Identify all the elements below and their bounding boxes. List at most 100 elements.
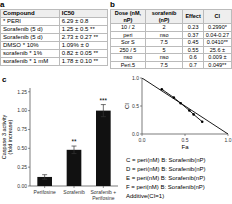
table-cell: 0.37	[183, 31, 203, 39]
table-cell: 2	[145, 24, 183, 32]
table-body: * PERI6.29 ± 0.8Sorafenib (5 d)1.25 ± 0.…	[1, 18, 108, 66]
table-row: 250 / 550.5525.6 ±	[111, 46, 232, 54]
table-cell: 0.7	[183, 61, 203, 69]
x-axis-label: Fa	[181, 144, 189, 150]
table-cell: 7.5	[145, 39, 183, 47]
table-cell: nso	[111, 54, 146, 62]
error-cap	[72, 146, 77, 147]
table-cell: Peri.5	[111, 61, 146, 69]
table-cell: 0.45	[183, 39, 203, 47]
header-row: CompoundIC50	[1, 10, 108, 18]
annotation: F = peri(nM) B: Sorafenib(nP)	[126, 184, 205, 190]
error-cap	[101, 116, 106, 117]
x-axis-line	[142, 134, 228, 135]
header-cell: Dose (nM, nP)	[111, 10, 146, 24]
table-panel: bDose (nM, nP)sorafenib (nP)EffectCI10 /…	[110, 0, 232, 69]
significance-label: **	[71, 138, 77, 145]
y-tick-label: 1.00	[17, 107, 27, 113]
series-point	[179, 102, 182, 105]
y-tick-label: 0.25	[17, 164, 27, 170]
panel-title: a	[0, 0, 108, 9]
table-cell: * PERI	[1, 18, 60, 26]
x-tick-label: 0.5	[182, 137, 189, 143]
table-cell: Sor S	[111, 39, 146, 47]
x-tick-label: Perifosine	[34, 189, 56, 195]
table-cell: 0.82 ± 0.05 **	[59, 50, 107, 58]
table-cell: 1.09% ± 0	[59, 42, 107, 50]
y-axis-label: CI	[124, 103, 130, 109]
series-point	[201, 120, 204, 123]
panel-title: b	[110, 0, 232, 9]
header-cell: CI	[203, 10, 231, 24]
table-cell: 0.009 ±	[203, 54, 231, 62]
table-panel: aCompoundIC50* PERI6.29 ± 0.8Sorafenib (…	[0, 0, 108, 66]
bar	[96, 111, 111, 186]
table-row: sorafenib * 1 mM1.78 ± 0.10 **	[1, 58, 108, 66]
y-axis-label: Caspase 3 activity(fold increase)	[1, 114, 13, 159]
y-tick-label: 0.00	[17, 183, 27, 189]
table-row: sorafenib * 1%0.82 ± 0.05 **	[1, 50, 108, 58]
table-cell: nso	[145, 54, 183, 62]
y-tick-label: 1.25	[17, 89, 27, 95]
x-tick-label: 0.0	[139, 137, 146, 143]
series-point	[188, 109, 191, 112]
table-cell: 2.73 ± 0.27 **	[59, 34, 107, 42]
table-cell: 0.23	[183, 24, 203, 32]
error-stem	[74, 146, 75, 154]
y-tick-label: 1.0	[132, 75, 139, 81]
table-cell: nso	[145, 31, 183, 39]
table-cell: 6.29 ± 0.8	[59, 18, 107, 26]
x-tick-label: Sorafenib +Perifosine	[90, 189, 116, 201]
table-cell: 0.0410**	[203, 39, 231, 47]
table-head: Dose (nM, nP)sorafenib (nP)EffectCI	[111, 10, 232, 24]
table-cell: peri	[111, 31, 146, 39]
y-axis-line	[30, 88, 31, 186]
table-cell: sorafenib * 1 mM	[1, 58, 60, 66]
error-cap	[101, 104, 106, 105]
error-stem	[44, 175, 45, 180]
error-bar	[42, 175, 47, 180]
table-cell: 0.6	[183, 54, 203, 62]
error-cap	[42, 179, 47, 180]
table-cell: 1.25 ± 0.5 **	[59, 26, 107, 34]
annotation: E = peri(nM) B: Sorafenib(nP)	[126, 175, 205, 181]
y-tick-label: 0.0	[132, 131, 139, 137]
table-cell: Sorafenib (5 d)	[1, 34, 60, 42]
bar-chart: c 0.00 0.25 0.50 0.75 1.00 1.25 Caspase 3 activ…	[0, 74, 122, 204]
annotation: D = peri(nM) B: Sorafenib(nP)	[126, 166, 206, 172]
y-tick-label: 0.50	[17, 145, 27, 151]
y-tick-label: 0.5	[132, 103, 139, 109]
x-tick-label: Sorafenib	[63, 189, 85, 195]
table-body: 10 / 220.230.2990*perinso0.370.04-0.27So…	[111, 24, 232, 69]
plot-marks	[37, 105, 110, 186]
x-tick-label: 1.0	[225, 137, 232, 143]
series-point	[173, 96, 176, 99]
table-row: nsonso0.60.009 ±	[111, 54, 232, 62]
series-line	[162, 89, 202, 121]
table-row: DMSO * 10%1.09% ± 0	[1, 42, 108, 50]
table-cell: 0.2990*	[203, 24, 231, 32]
error-stem	[103, 105, 104, 117]
y-tick-label: 0.75	[17, 126, 27, 132]
header-row: Dose (nM, nP)sorafenib (nP)EffectCI	[111, 10, 232, 24]
annotation: Additive(CI=1)	[126, 193, 164, 199]
table-cell: 0.049**	[203, 61, 231, 69]
table-row: perinso0.370.04-0.27	[111, 31, 232, 39]
table-cell: 5	[145, 46, 183, 54]
table-cell: 1.78 ± 0.10 **	[59, 58, 107, 66]
table-cell: DMSO * 10%	[1, 42, 60, 50]
panel-title: c	[2, 75, 7, 84]
table: Dose (nM, nP)sorafenib (nP)EffectCI10 / …	[110, 9, 232, 69]
table-cell: Sorafenib (5 d)	[1, 26, 60, 34]
header-cell: Compound	[1, 10, 60, 18]
table-cell: 7.5	[145, 61, 183, 69]
x-tick	[74, 186, 75, 188]
table-row: * PERI6.29 ± 0.8	[1, 18, 108, 26]
annotation: C = peri(nM) B: Sorafenib(nP)	[126, 157, 206, 163]
table-row: Peri.57.50.70.049**	[111, 61, 232, 69]
table-row: Sorafenib (5 d)1.25 ± 0.5 **	[1, 26, 108, 34]
series-line	[142, 78, 228, 134]
table-row: 10 / 220.230.2990*	[111, 24, 232, 32]
header-cell: sorafenib (nP)	[145, 10, 183, 24]
table-cell: sorafenib * 1%	[1, 50, 60, 58]
